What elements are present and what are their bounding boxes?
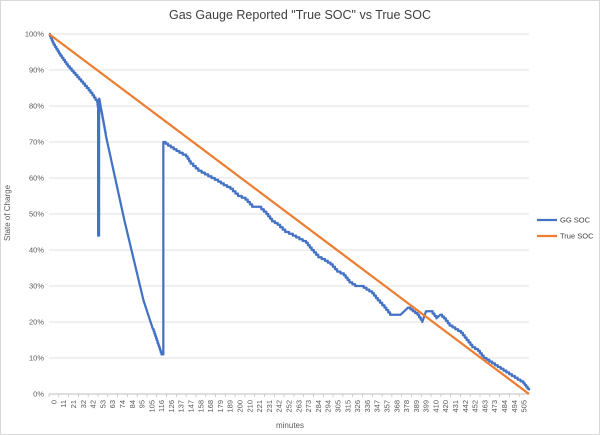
x-tick-label: 484 <box>500 400 509 413</box>
legend-label: GG SOC <box>560 216 591 225</box>
x-tick-label: 42 <box>89 400 98 408</box>
x-tick-label: 420 <box>441 400 450 413</box>
x-tick-label: 284 <box>314 400 323 413</box>
axes <box>48 393 529 397</box>
x-tick-label: 116 <box>157 400 166 412</box>
series-line-true-soc <box>48 33 530 395</box>
x-tick-label: 158 <box>196 400 205 413</box>
y-tick-label: 100% <box>25 30 45 39</box>
x-tick-label: 294 <box>324 400 333 413</box>
x-tick-label: 410 <box>431 400 440 413</box>
y-tick-label: 50% <box>29 210 44 219</box>
x-tick-label: 32 <box>79 400 88 408</box>
y-tick-label: 0% <box>33 390 44 399</box>
x-tick-label: 431 <box>451 400 460 413</box>
x-tick-label: 389 <box>412 400 421 413</box>
x-tick-label: 147 <box>187 400 196 413</box>
y-tick-label: 10% <box>29 354 44 363</box>
y-tick-label: 90% <box>29 66 44 75</box>
x-tick-label: 21 <box>69 400 78 408</box>
x-tick-label: 263 <box>294 400 303 413</box>
y-tick-label: 70% <box>29 138 44 147</box>
x-tick-label: 11 <box>59 400 68 408</box>
x-tick-label: 452 <box>471 400 480 413</box>
x-tick-label: 442 <box>461 400 470 413</box>
x-tick-label: 63 <box>108 400 117 408</box>
x-tick-label: 252 <box>285 400 294 413</box>
gridlines <box>49 33 529 359</box>
x-tick-labels: 0 11 21 32 42 53 63 74 84 95 105 116 126 137 147 158 168… <box>49 400 528 413</box>
x-tick-label: 357 <box>382 400 391 413</box>
x-tick-label: 0 <box>49 400 58 404</box>
y-tick-label: 40% <box>29 246 44 255</box>
x-tick-label: 494 <box>510 400 519 413</box>
x-axis-title: minutes <box>276 421 304 430</box>
y-tick-label: 20% <box>29 318 44 327</box>
x-tick-label: 231 <box>265 400 274 413</box>
series-lines <box>48 32 531 395</box>
y-tick-label: 80% <box>29 102 44 111</box>
y-tick-label: 60% <box>29 174 44 183</box>
x-tick-label: 95 <box>138 400 147 408</box>
x-tick-label: 378 <box>402 400 411 413</box>
x-tick-label: 305 <box>333 400 342 413</box>
legend: GG SOC True SOC <box>537 216 594 241</box>
x-tick-label: 505 <box>520 400 529 413</box>
x-tick-label: 126 <box>167 400 176 413</box>
x-tick-label: 347 <box>373 400 382 413</box>
x-tick-label: 242 <box>275 400 284 413</box>
chart-title: Gas Gauge Reported "True SOC" vs True SO… <box>169 8 431 22</box>
x-tick-label: 326 <box>353 400 362 413</box>
x-tick-label: 168 <box>206 400 215 413</box>
x-tick-label: 315 <box>343 400 352 413</box>
x-tick-label: 221 <box>255 400 264 413</box>
x-tick-label: 189 <box>226 400 235 413</box>
x-tick-label: 273 <box>304 400 313 413</box>
x-tick-label: 179 <box>216 400 225 413</box>
series-line-gg-soc <box>48 32 531 391</box>
legend-label: True SOC <box>560 232 594 241</box>
x-tick-label: 473 <box>490 400 499 413</box>
x-tick-label: 105 <box>147 400 156 413</box>
x-tick-label: 210 <box>245 400 254 413</box>
x-tick-label: 463 <box>480 400 489 413</box>
y-tick-labels: 0% 10% 20% 30% 40% 50% 60% 70% 80% 90% 100% <box>25 30 45 399</box>
x-tick-label: 336 <box>363 400 372 413</box>
x-tick-label: 399 <box>422 400 431 413</box>
x-tick-label: 84 <box>128 400 137 408</box>
x-tick-label: 137 <box>177 400 186 413</box>
x-tick-label: 368 <box>392 400 401 413</box>
y-tick-label: 30% <box>29 282 44 291</box>
y-axis-title: State of Charge <box>3 184 12 241</box>
x-tick-label: 53 <box>98 400 107 408</box>
x-tick-label: 74 <box>118 400 127 408</box>
x-tick-label: 200 <box>236 400 245 413</box>
